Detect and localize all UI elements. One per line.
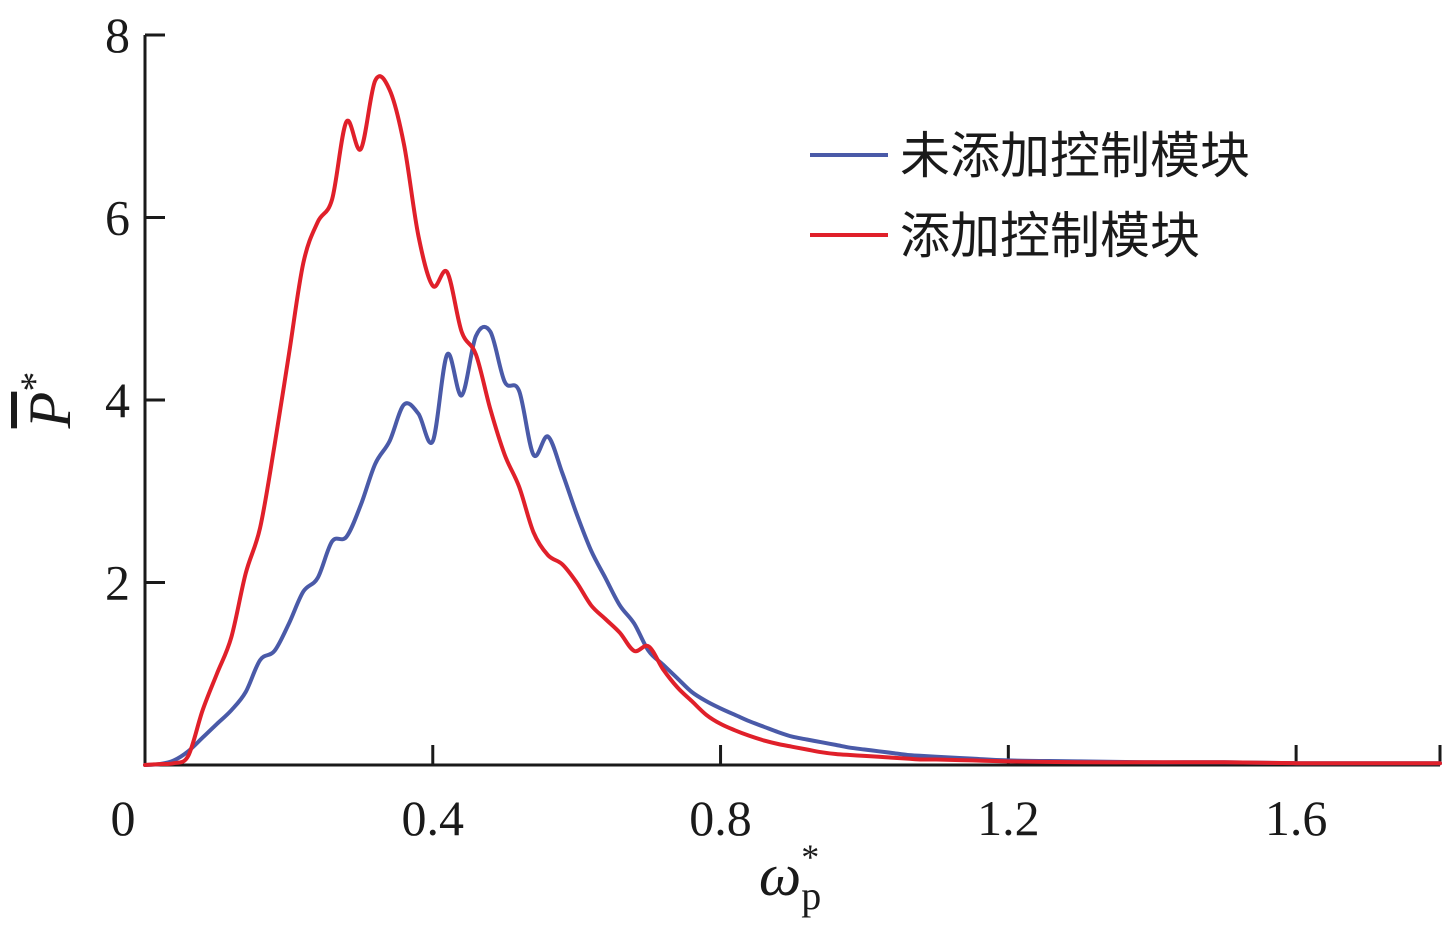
x-axis-title: ω* p (759, 837, 821, 918)
x-tick-label: 0.8 (689, 790, 752, 846)
y-axis-symbol: P (17, 392, 83, 430)
x-tick-label: 1.2 (977, 790, 1040, 846)
y-tick-label: 6 (105, 190, 130, 246)
x-axis-sub: p (801, 873, 821, 918)
y-axis-sup: * (12, 372, 57, 392)
series-line-1 (143, 324, 1442, 767)
series-group (143, 74, 1442, 767)
x-tick-label: 0.4 (402, 790, 465, 846)
y-tick-label: 2 (105, 555, 130, 611)
legend-label-1: 未添加控制模块 (900, 127, 1250, 185)
y-tick-label: 4 (105, 372, 130, 428)
legend-label-2: 添加控制模块 (900, 207, 1200, 265)
x-tick-label: 1.6 (1265, 790, 1328, 846)
ticks: 0 0.4 0.8 1.2 1.6 2 4 6 8 (105, 7, 1442, 846)
series-line-2 (143, 74, 1442, 767)
x-axis-symbol: ω (759, 842, 801, 908)
x-tick-label: 0 (111, 790, 136, 846)
y-axis-title: P* (12, 372, 83, 430)
y-tick-label: 8 (105, 7, 130, 63)
x-axis-sup: * (801, 837, 819, 877)
